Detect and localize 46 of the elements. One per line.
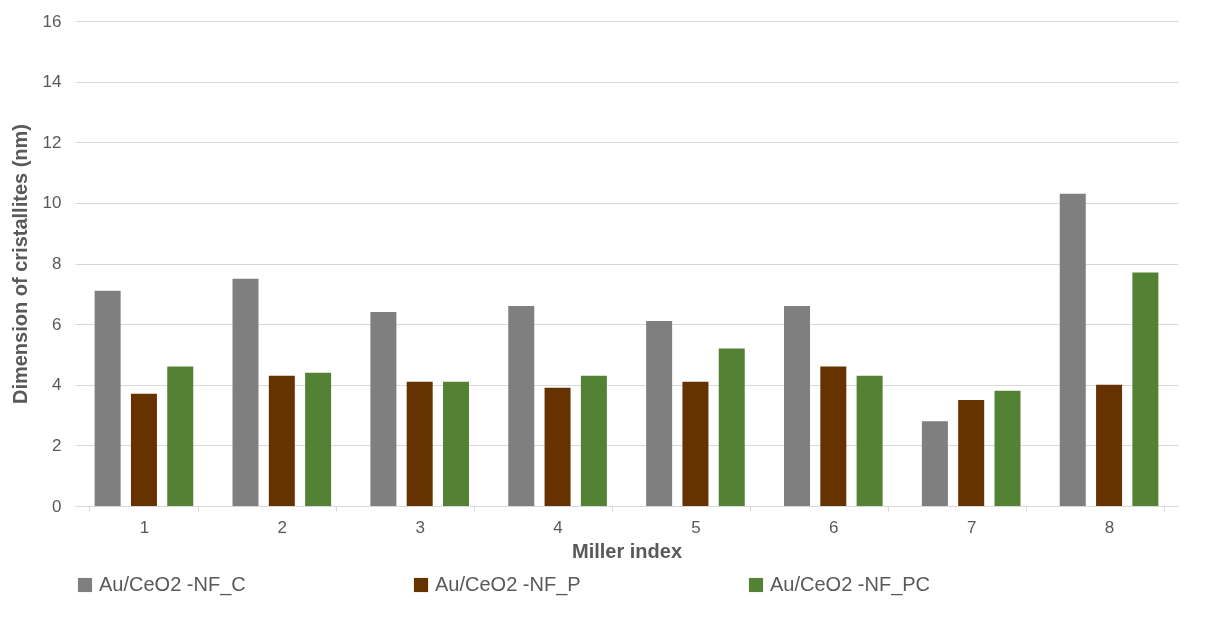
bar: [508, 305, 535, 506]
y-tick-label: 16: [42, 11, 62, 31]
y-tick-label: 2: [52, 435, 62, 455]
bar: [1059, 193, 1086, 506]
x-tick-label: 4: [553, 517, 563, 537]
y-tick-label: 8: [52, 254, 62, 273]
x-tick-label: 2: [277, 517, 288, 537]
x-tick-label: 1: [139, 517, 150, 537]
bar: [167, 366, 194, 506]
bar: [94, 290, 121, 506]
x-tick-label: 3: [415, 517, 425, 537]
legend-label: Au/CeO2 -NF_P: [435, 573, 581, 596]
bar: [784, 305, 811, 506]
bar: [994, 390, 1021, 506]
y-axis-title: Dimension of cristallites (nm): [8, 123, 31, 405]
x-tick-label: 6: [829, 517, 839, 537]
bar: [820, 366, 847, 506]
bar: [232, 278, 259, 506]
x-tick-label: 5: [691, 517, 701, 537]
bar: [130, 393, 157, 506]
bar: [1132, 272, 1159, 506]
y-tick-label: 6: [52, 314, 62, 334]
bar: [406, 381, 433, 506]
x-tick-label: 8: [1104, 517, 1115, 537]
bar: [856, 375, 883, 506]
y-tick-label: 12: [42, 132, 62, 152]
y-tick-label: 14: [42, 72, 62, 92]
bar: [580, 375, 607, 506]
legend-label: Au/CeO2 -NF_C: [99, 573, 246, 596]
bar: [1096, 384, 1123, 506]
bar: [958, 399, 985, 506]
legend-label: Au/CeO2 -NF_PC: [770, 573, 931, 596]
y-tick-label: 0: [52, 496, 62, 516]
bar: [305, 372, 332, 506]
y-tick-label: 10: [42, 193, 62, 213]
bar: [268, 375, 295, 506]
bar: [370, 312, 397, 506]
x-axis-title: Miller index: [571, 539, 683, 562]
y-tick-label: 4: [52, 375, 62, 395]
bar: [682, 381, 709, 506]
bar: [544, 387, 571, 506]
x-tick-label: 7: [966, 517, 977, 537]
bar: [718, 348, 745, 506]
bar: [921, 421, 948, 506]
bar: [646, 321, 673, 506]
bar: [442, 381, 469, 506]
